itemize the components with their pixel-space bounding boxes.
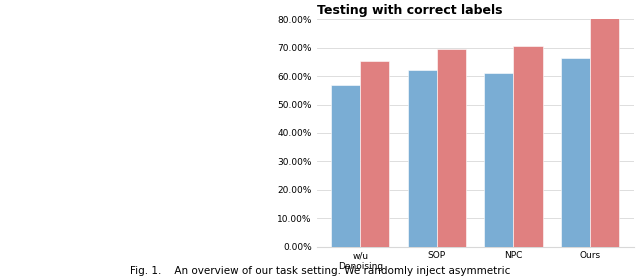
Bar	[513, 46, 543, 247]
Bar	[590, 18, 620, 247]
Text: Fig. 1.    An overview of our task setting. We randomly inject asymmetric: Fig. 1. An overview of our task setting.…	[130, 266, 510, 276]
Bar	[360, 61, 389, 247]
Text: Testing with correct labels: Testing with correct labels	[317, 4, 502, 17]
Bar	[332, 85, 360, 247]
Bar	[484, 73, 513, 247]
Bar	[561, 58, 590, 247]
Bar	[437, 49, 466, 247]
Bar	[408, 70, 437, 247]
